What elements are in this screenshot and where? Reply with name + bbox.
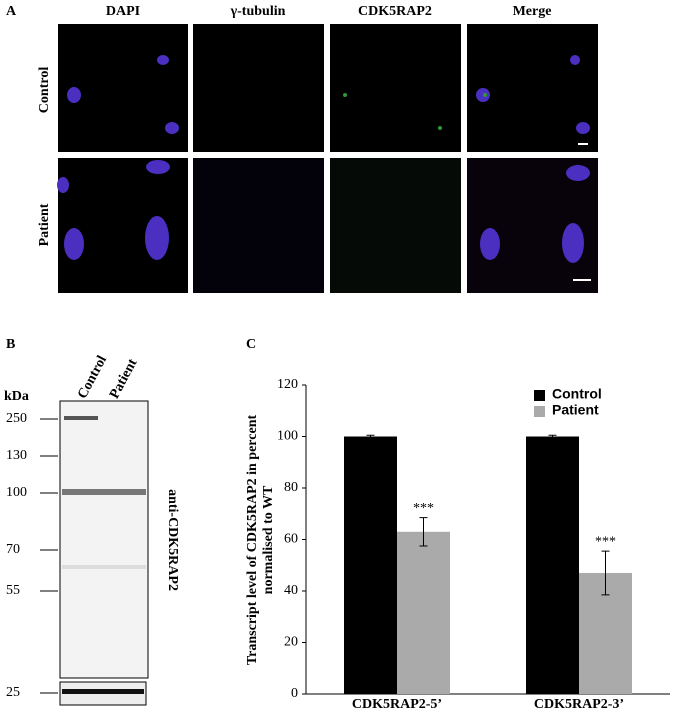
marker-label: 250 xyxy=(6,411,27,426)
panel-label: A xyxy=(6,4,17,19)
panel-label: C xyxy=(246,337,256,352)
marker-label: 55 xyxy=(6,583,20,598)
legend-swatch xyxy=(534,390,545,401)
y-tick-label: 40 xyxy=(284,583,298,598)
bar xyxy=(344,436,397,694)
error-bar xyxy=(366,434,375,439)
column-label: DAPI xyxy=(106,4,140,19)
y-axis-label: Transcript level of CDK5RAP2 in percent xyxy=(245,415,260,666)
y-tick-label: 20 xyxy=(284,635,298,650)
row-label: Control xyxy=(37,67,52,114)
x-tick-label: CDK5RAP2-5’ xyxy=(352,697,442,712)
y-tick-label: 100 xyxy=(277,429,298,444)
y-tick-label: 120 xyxy=(277,377,298,392)
row-label: Patient xyxy=(37,203,52,246)
error-bar xyxy=(548,434,557,439)
error-bar xyxy=(419,517,428,547)
significance: *** xyxy=(595,534,616,549)
y-tick-label: 60 xyxy=(284,532,298,547)
significance: *** xyxy=(413,501,434,516)
bar xyxy=(526,436,579,694)
y-tick-label: 0 xyxy=(291,686,298,701)
error-bar xyxy=(601,550,610,596)
marker-label: 130 xyxy=(6,448,27,463)
column-label: Merge xyxy=(513,4,552,19)
y-tick-label: 80 xyxy=(284,480,298,495)
column-label: CDK5RAP2 xyxy=(358,4,432,19)
y-axis-label: normalised to WT xyxy=(261,485,276,594)
unit-label: kDa xyxy=(4,389,29,404)
column-label: γ-tubulin xyxy=(230,4,286,19)
marker-label: 70 xyxy=(6,542,20,557)
legend-label: Control xyxy=(552,386,602,402)
micrographs xyxy=(57,24,598,293)
x-tick-label: CDK5RAP2-3’ xyxy=(534,697,624,712)
marker-label: 100 xyxy=(6,485,27,500)
marker-label: 25 xyxy=(6,685,20,700)
panel-label: B xyxy=(6,337,15,352)
bar xyxy=(397,531,450,694)
legend-swatch xyxy=(534,406,545,417)
blot xyxy=(59,400,149,706)
lane-label: Patient xyxy=(107,356,140,401)
legend-label: Patient xyxy=(552,402,599,418)
antibody-label: anti-CDK5RAP2 xyxy=(165,489,180,591)
lane-label: Control xyxy=(75,353,110,401)
